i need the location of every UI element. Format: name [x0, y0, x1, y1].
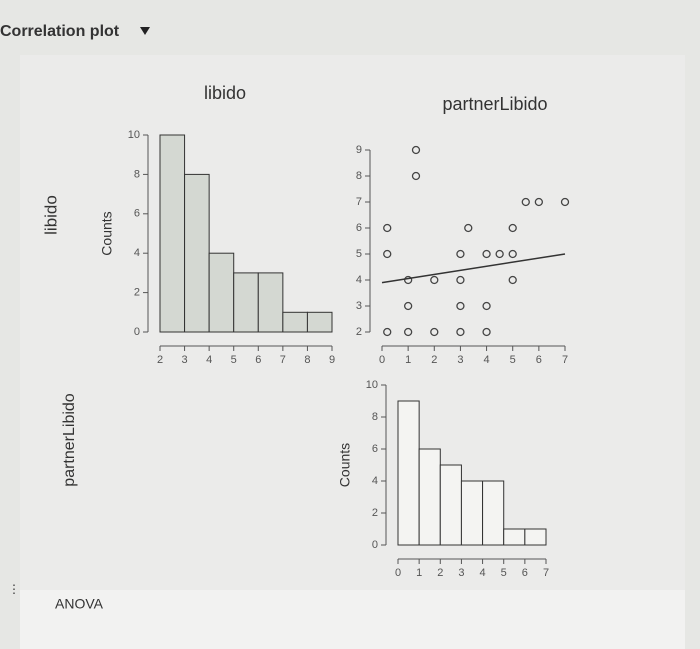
y-tick-label: 4	[134, 247, 140, 259]
x-tick-label: 6	[536, 354, 542, 366]
bar	[233, 272, 259, 333]
x-tick-label: 1	[405, 354, 411, 366]
point	[383, 223, 392, 233]
x-tick-label: 2	[431, 354, 437, 366]
point	[456, 301, 465, 311]
x-tick-label: 5	[510, 354, 516, 366]
y-tick-label: 0	[134, 326, 140, 338]
x-tick-label: 6	[522, 567, 528, 579]
bar	[257, 272, 284, 333]
y-tick-label: 0	[372, 539, 378, 551]
point	[403, 301, 413, 311]
x-tick-label: 4	[484, 354, 490, 366]
x-tick-label: 1	[416, 567, 422, 579]
x-tick-label: 3	[457, 354, 463, 366]
point	[482, 249, 491, 259]
column-label: partnerLibido	[442, 94, 547, 114]
row-label: libido	[41, 195, 60, 235]
y-tick-label: 4	[372, 475, 378, 487]
bar	[208, 252, 235, 333]
y-tick-label: 3	[356, 300, 362, 312]
point	[521, 197, 530, 207]
x-tick-label: 2	[437, 567, 443, 579]
point	[403, 327, 413, 337]
point	[403, 275, 413, 285]
x-tick-label: 7	[543, 567, 549, 579]
y-tick-label: 6	[356, 222, 362, 234]
x-tick-label: 4	[206, 354, 212, 366]
x-tick-label: 3	[458, 567, 464, 579]
point	[456, 249, 465, 259]
point	[508, 249, 517, 259]
anova-panel	[20, 590, 685, 649]
point	[495, 249, 504, 259]
point	[456, 327, 465, 337]
x-tick-label: 2	[157, 354, 163, 366]
section-title[interactable]: Correlation plot	[0, 23, 120, 40]
bar	[306, 311, 333, 333]
point	[430, 275, 439, 285]
y-tick-label: 2	[134, 287, 140, 299]
bar	[524, 528, 547, 546]
bar	[503, 528, 526, 546]
y-tick-label: 6	[372, 443, 378, 455]
x-tick-label: 5	[231, 354, 237, 366]
bar	[418, 448, 441, 546]
x-tick-label: 7	[562, 354, 568, 366]
x-tick-label: 7	[280, 354, 286, 366]
y-tick-label: 2	[372, 507, 378, 519]
point	[383, 249, 392, 259]
y-tick-label: 2	[356, 326, 362, 338]
y-tick-label: 7	[356, 196, 362, 208]
y-axis-label: Counts	[99, 211, 115, 255]
bar	[397, 400, 420, 546]
x-tick-label: 5	[501, 567, 507, 579]
bar	[184, 173, 210, 333]
y-tick-label: 9	[356, 144, 362, 156]
y-tick-label: 10	[366, 379, 378, 391]
point	[560, 197, 570, 207]
plot-panel	[20, 55, 685, 590]
x-tick-label: 0	[395, 567, 401, 579]
anova-heading[interactable]: ANOVA	[55, 596, 104, 612]
bar	[482, 480, 505, 546]
point	[482, 301, 491, 311]
x-tick-label: 9	[329, 354, 335, 366]
point	[508, 275, 517, 285]
x-tick-label: 3	[182, 354, 188, 366]
point	[456, 275, 465, 285]
drag-handle[interactable]: ⋮	[8, 582, 20, 596]
x-tick-label: 8	[304, 354, 310, 366]
x-tick-label: 6	[255, 354, 261, 366]
y-tick-label: 6	[134, 208, 140, 220]
column-label: libido	[204, 83, 246, 103]
bar	[460, 480, 484, 546]
bar	[439, 464, 462, 546]
point	[464, 223, 473, 233]
point	[430, 327, 439, 337]
y-tick-label: 8	[372, 411, 378, 423]
bar	[159, 134, 186, 333]
y-tick-label: 5	[356, 248, 362, 260]
point	[411, 145, 421, 155]
row-label: partnerLibido	[61, 393, 78, 487]
y-axis-label: Counts	[337, 443, 353, 487]
point	[482, 327, 491, 337]
point	[534, 197, 544, 207]
point	[411, 171, 421, 181]
y-tick-label: 8	[356, 170, 362, 182]
y-tick-label: 8	[134, 168, 140, 180]
x-tick-label: 4	[480, 567, 486, 579]
point	[383, 327, 392, 337]
dropdown-arrow[interactable]	[140, 27, 150, 35]
y-tick-label: 10	[128, 129, 140, 141]
y-tick-label: 4	[356, 274, 362, 286]
x-tick-label: 0	[379, 354, 385, 366]
point	[508, 223, 517, 233]
bar	[282, 311, 308, 333]
regression-line	[381, 253, 566, 284]
